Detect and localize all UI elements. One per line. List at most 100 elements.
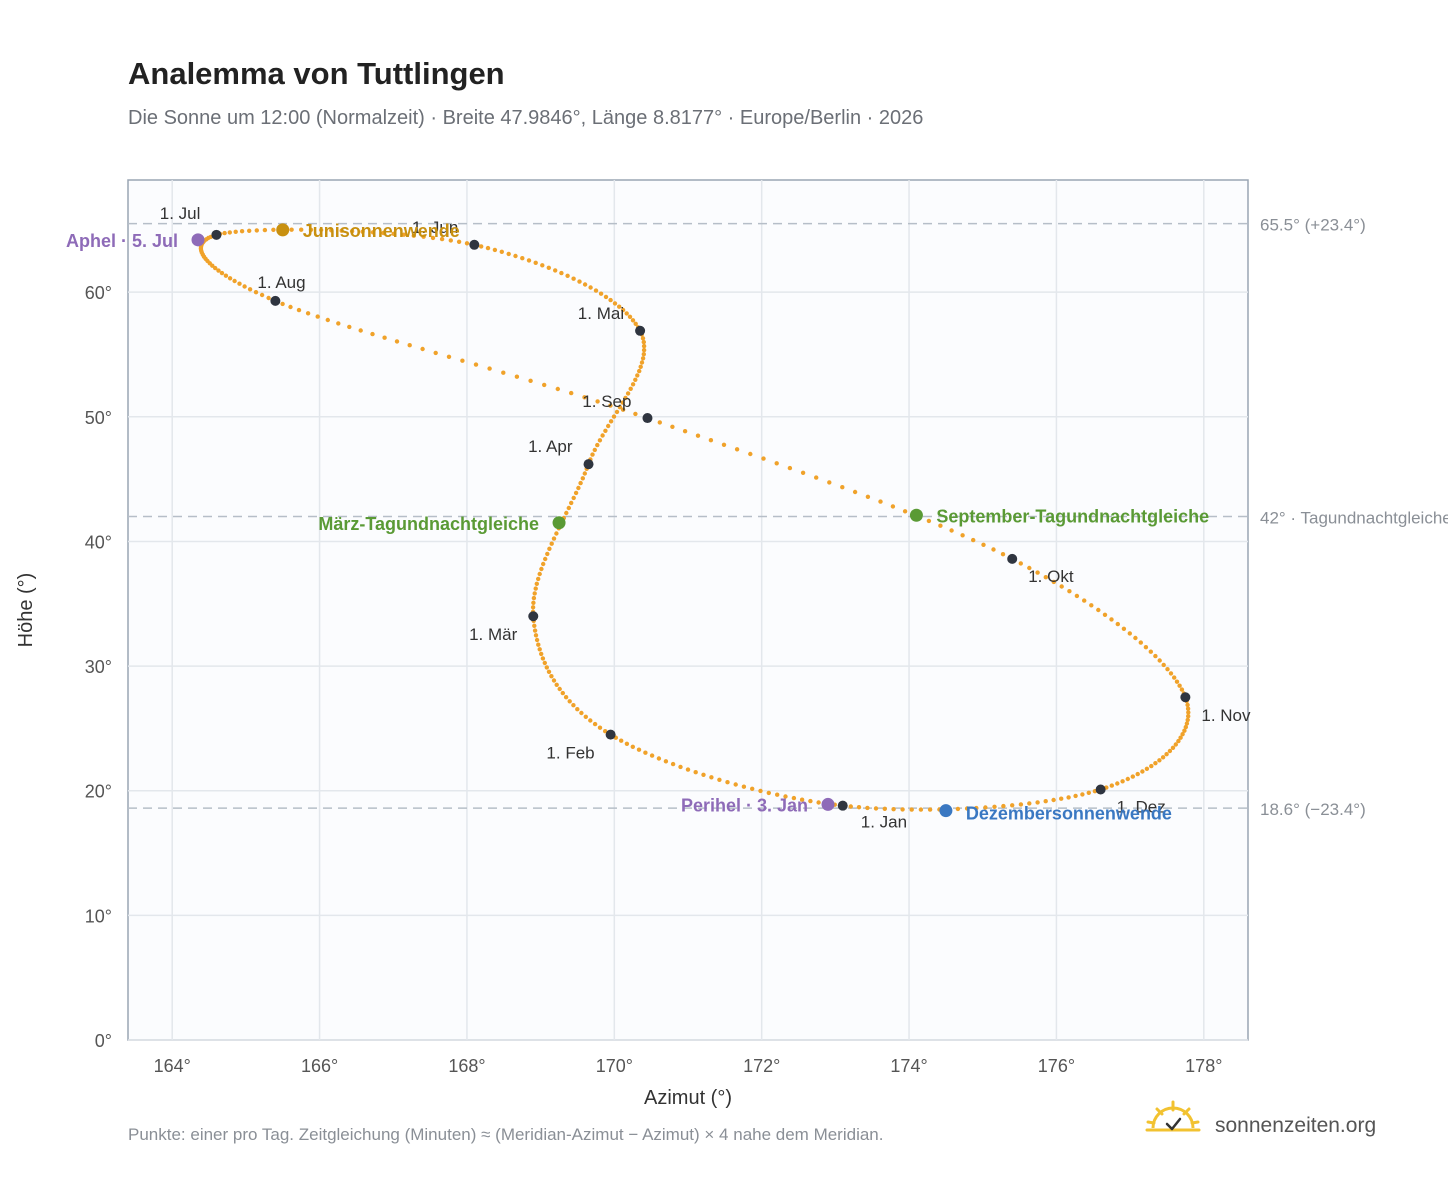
daily-sun-position-dot: [546, 265, 551, 270]
daily-sun-position-dot: [288, 304, 293, 310]
daily-sun-position-dot: [1160, 755, 1166, 760]
x-tick-label: 172°: [743, 1056, 780, 1076]
daily-sun-position-dot: [1133, 635, 1138, 641]
daily-sun-position-dot: [1157, 658, 1162, 663]
month-label: 1. Aug: [257, 273, 305, 292]
daily-sun-position-dot: [814, 475, 819, 480]
month-marker: [528, 611, 539, 622]
month-marker: [1007, 553, 1018, 564]
daily-sun-position-dot: [347, 324, 352, 330]
daily-sun-position-dot: [253, 290, 259, 295]
chart-subtitle: Die Sonne um 12:00 (Normalzeit) · Breite…: [128, 107, 923, 129]
daily-sun-position-dot: [603, 428, 608, 433]
daily-sun-position-dot: [595, 442, 600, 448]
daily-sun-position-dot: [971, 537, 976, 543]
daily-sun-position-dot: [391, 231, 396, 236]
daily-sun-position-dot: [370, 230, 376, 235]
daily-sun-position-dot: [624, 741, 630, 746]
daily-sun-position-dot: [1161, 662, 1166, 668]
daily-sun-position-dot: [617, 304, 622, 309]
daily-sun-position-dot: [564, 510, 569, 516]
daily-sun-position-dot: [259, 292, 265, 298]
daily-sun-position-dot: [569, 500, 574, 506]
y-tick-label: 0°: [95, 1031, 112, 1051]
daily-sun-position-dot: [840, 485, 845, 490]
daily-sun-position-dot: [633, 377, 638, 382]
plot-area: [127, 179, 1249, 1041]
daily-sun-position-dot: [1185, 702, 1190, 708]
month-marker: [642, 413, 653, 424]
daily-sun-position-dot: [682, 429, 688, 434]
daily-sun-position-dot: [1001, 803, 1006, 809]
daily-sun-position-dot: [635, 373, 640, 378]
daily-sun-position-dot: [608, 419, 614, 424]
daily-sun-position-dot: [1174, 679, 1180, 684]
daily-sun-position-dot: [890, 504, 896, 509]
month-marker: [1180, 692, 1191, 703]
daily-sun-position-dot: [1080, 792, 1085, 797]
x-tick-label: 178°: [1185, 1056, 1222, 1076]
daily-sun-position-dot: [537, 647, 542, 652]
daily-sun-position-dot: [1051, 797, 1056, 803]
daily-sun-position-dot: [758, 788, 763, 794]
daily-sun-position-dot: [595, 399, 600, 404]
daily-sun-position-dot: [799, 797, 805, 802]
daily-sun-position-dot: [433, 350, 438, 356]
daily-sun-position-dot: [588, 718, 593, 723]
daily-sun-position-dot: [553, 268, 558, 273]
daily-sun-position-dot: [766, 790, 771, 796]
daily-sun-position-dot: [597, 725, 603, 730]
daily-sun-position-dot: [582, 471, 587, 476]
daily-sun-position-dot: [1165, 667, 1170, 672]
daily-sun-position-dot: [1043, 799, 1048, 804]
month-label: 1. Apr: [528, 437, 573, 456]
event-marker: [909, 508, 923, 522]
daily-sun-position-dot: [580, 476, 585, 481]
daily-sun-position-dot: [909, 807, 914, 812]
event-marker: [191, 233, 205, 247]
daily-sun-position-dot: [1082, 598, 1087, 603]
month-label: 1. Nov: [1201, 706, 1251, 725]
daily-sun-position-dot: [593, 288, 599, 293]
daily-sun-position-dot: [633, 321, 638, 326]
month-marker: [605, 729, 616, 740]
month-label: 1. Jan: [861, 813, 907, 832]
daily-sun-position-dot: [456, 239, 462, 244]
daily-sun-position-dot: [411, 233, 416, 238]
daily-sun-position-dot: [565, 273, 570, 278]
daily-sun-position-dot: [254, 228, 259, 233]
x-tick-label: 164°: [154, 1056, 191, 1076]
daily-sun-position-dot: [1018, 802, 1024, 807]
daily-sun-position-dot: [852, 489, 858, 495]
daily-sun-position-dot: [514, 374, 520, 379]
daily-sun-position-dot: [1096, 607, 1101, 613]
event-label: März-Tagundnachtgleiche: [318, 514, 539, 534]
y-tick-label: 20°: [85, 782, 112, 802]
daily-sun-position-dot: [537, 571, 542, 577]
daily-sun-position-dot: [1089, 603, 1094, 608]
daily-sun-position-dot: [750, 786, 755, 791]
daily-sun-position-dot: [670, 424, 675, 429]
y-tick-label: 60°: [85, 283, 112, 303]
brand-name: sonnenzeiten.org: [1215, 1114, 1376, 1137]
daily-sun-position-dot: [382, 335, 387, 340]
daily-sun-position-dot: [1067, 589, 1072, 594]
daily-sun-position-dot: [614, 409, 620, 415]
daily-sun-position-dot: [1074, 593, 1080, 599]
daily-sun-position-dot: [657, 420, 662, 425]
daily-sun-position-dot: [210, 263, 215, 268]
month-marker: [583, 459, 594, 470]
daily-sun-position-dot: [641, 347, 647, 353]
daily-sun-position-dot: [1027, 801, 1032, 806]
daily-sun-position-dot: [554, 682, 559, 687]
y-tick-label: 10°: [85, 906, 112, 926]
daily-sun-position-dot: [479, 244, 484, 249]
month-label: 1. Jul: [160, 204, 201, 223]
daily-sun-position-dot: [531, 595, 537, 601]
daily-sun-position-dot: [430, 235, 436, 241]
daily-sun-position-dot: [545, 551, 550, 557]
daily-sun-position-dot: [733, 782, 738, 787]
month-label: 1. Feb: [546, 744, 594, 763]
daily-sun-position-dot: [1176, 738, 1181, 744]
footnote: Punkte: einer pro Tag. Zeitgleichung (Mi…: [128, 1125, 884, 1144]
